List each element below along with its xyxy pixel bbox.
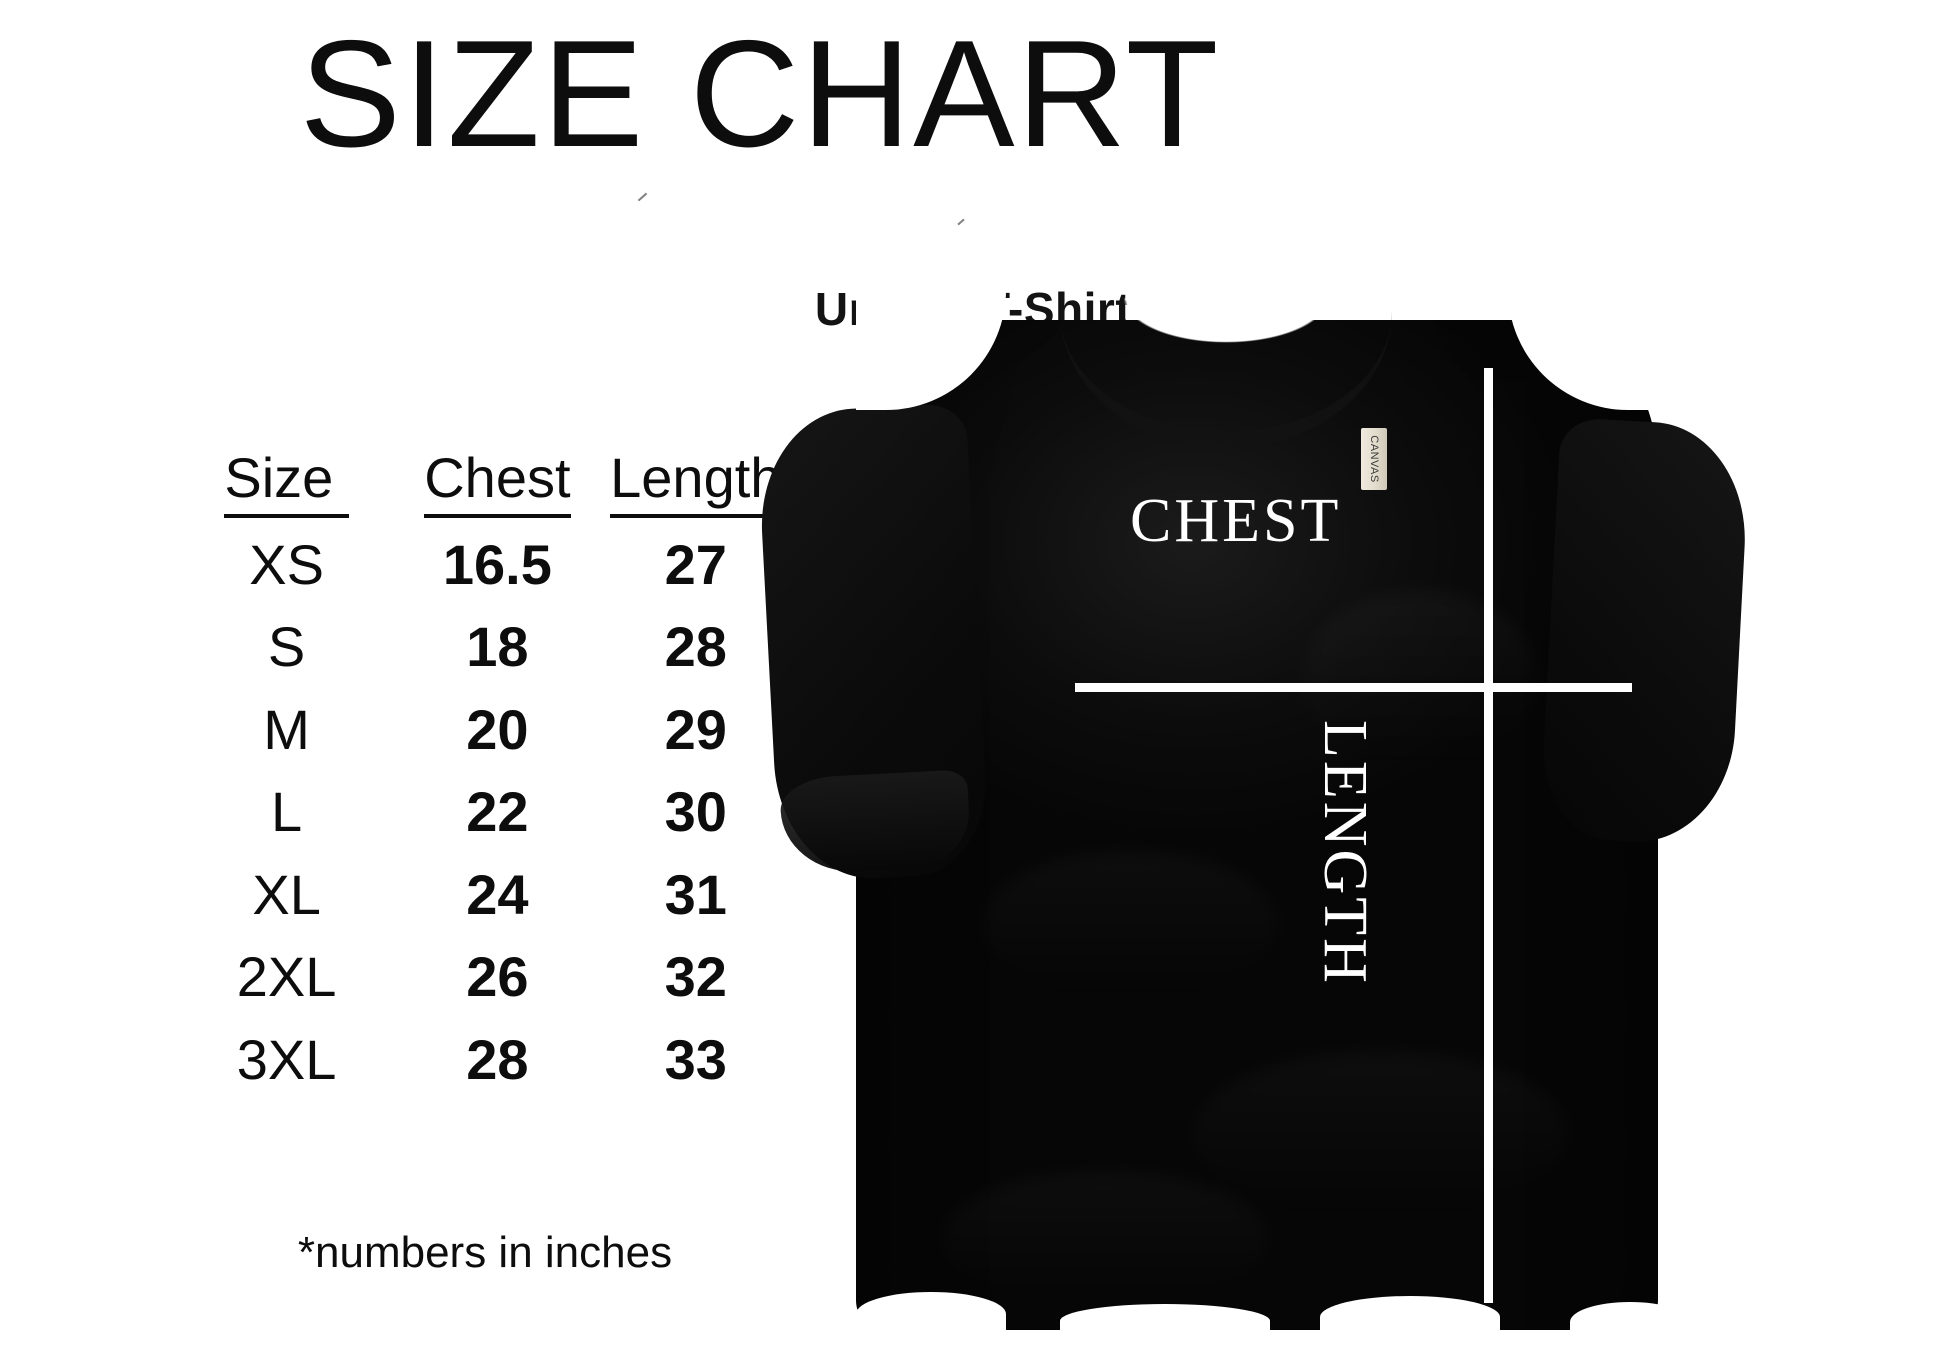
cell-chest: 22 (466, 780, 529, 844)
tshirt-sleeve-left (755, 402, 991, 884)
hem-notch (1320, 1296, 1500, 1338)
hem-notch (1060, 1304, 1270, 1338)
column-header-length: Length (597, 445, 795, 524)
table-row: S 18 28 (175, 606, 795, 688)
cell-length: 30 (664, 780, 727, 844)
tshirt-sleeve-right (1539, 417, 1751, 847)
table-row: XL 24 31 (175, 854, 795, 936)
chest-measurement-label: CHEST (1130, 487, 1342, 555)
brand-tag-text: CANVAS (1368, 435, 1380, 483)
cell-chest: 20 (466, 697, 529, 761)
cell-length: 32 (664, 945, 727, 1009)
table-row: 3XL 28 33 (175, 1019, 795, 1101)
scan-speck (957, 218, 965, 226)
table-row: XS 16.5 27 (175, 524, 795, 606)
scan-speck (637, 192, 648, 202)
length-measurement-line (1484, 368, 1493, 1303)
cell-length: 27 (664, 533, 727, 596)
size-table-container: Size Chest Length XS 16.5 27 S (175, 445, 795, 1101)
column-header-chest: Chest (398, 445, 596, 524)
cell-chest: 28 (466, 1027, 529, 1091)
cell-size: XS (249, 533, 324, 596)
cell-size: L (271, 780, 303, 844)
cell-chest: 26 (466, 945, 529, 1009)
table-row: M 20 29 (175, 689, 795, 771)
table-header-row: Size Chest Length (175, 445, 795, 524)
page-title: SIZE CHART (299, 9, 1221, 179)
cell-length: 28 (664, 615, 727, 679)
hem-notch (856, 1292, 1006, 1336)
cell-size: M (263, 697, 310, 761)
chest-measurement-line (1075, 683, 1632, 692)
tshirt-photo: CANVAS CHEST LENGTH (755, 290, 1946, 1345)
cell-chest: 18 (466, 615, 529, 679)
cell-size: XL (252, 862, 321, 926)
cell-size: S (267, 615, 306, 679)
tshirt-body (830, 320, 1688, 1330)
length-measurement-label: LENGTH (1311, 720, 1379, 986)
table-row: 2XL 26 32 (175, 936, 795, 1018)
column-header-size: Size (175, 445, 398, 524)
cell-length: 33 (664, 1027, 727, 1091)
cell-size: 3XL (236, 1027, 337, 1091)
cell-size: 2XL (236, 945, 337, 1009)
units-footnote: *numbers in inches (297, 1228, 673, 1277)
size-table: Size Chest Length XS 16.5 27 S (175, 445, 795, 1101)
column-header-chest-label: Chest (424, 445, 571, 518)
hem-notch (1570, 1302, 1690, 1342)
column-header-size-label: Size (224, 445, 349, 518)
cell-length: 31 (664, 862, 727, 926)
table-row: L 22 30 (175, 771, 795, 853)
cell-chest: 24 (466, 862, 529, 926)
column-header-length-label: Length (610, 445, 782, 518)
brand-tag: CANVAS (1361, 428, 1387, 490)
cell-chest: 16.5 (442, 533, 552, 596)
cell-length: 29 (664, 697, 727, 761)
